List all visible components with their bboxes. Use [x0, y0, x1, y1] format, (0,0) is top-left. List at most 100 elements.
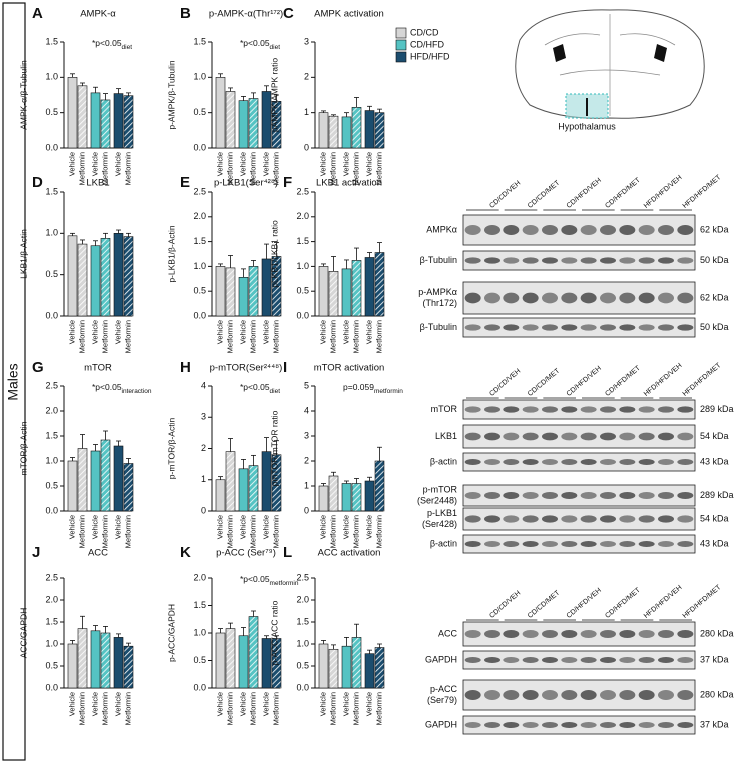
bar	[351, 637, 362, 689]
bar	[341, 483, 352, 512]
blot-band	[484, 406, 500, 413]
blot-band	[484, 459, 500, 465]
y-tick-label: 0.0	[193, 142, 206, 152]
blot-band	[522, 257, 539, 264]
blot-band	[542, 657, 558, 663]
y-tick-label: 1	[201, 474, 206, 484]
annotation-sub: diet	[122, 44, 133, 51]
annotation: *p<0.05metformin	[240, 574, 299, 586]
x-tick-label: Vehicle	[318, 320, 327, 344]
annotation: *p<0.05diet	[240, 38, 280, 50]
x-tick-label: Metformin	[100, 320, 109, 353]
x-tick-label: Vehicle	[364, 320, 373, 344]
blot-band	[677, 690, 694, 700]
blot-band	[638, 657, 655, 663]
side-label: Males	[5, 363, 21, 400]
blot-band	[600, 492, 616, 499]
bar	[90, 92, 101, 149]
blot-band	[658, 492, 674, 499]
blot-band	[464, 515, 481, 523]
x-tick-label: Metformin	[123, 692, 132, 725]
chart-title: mTOR activation	[314, 363, 385, 374]
blot-band	[484, 630, 500, 638]
x-tick-label: Metformin	[328, 152, 337, 185]
y-tick-label: 1	[304, 107, 309, 117]
x-tick-label: Metformin	[374, 320, 383, 353]
blot-band	[561, 292, 578, 304]
annotation-sub: metformin	[270, 580, 299, 587]
y-tick-label: 2	[304, 72, 309, 82]
y-tick-label: 2	[304, 455, 309, 465]
y-tick-label: 1.5	[193, 600, 206, 610]
y-tick-label: 0.5	[193, 107, 206, 117]
blot-band	[580, 292, 597, 304]
blot-band	[580, 406, 597, 413]
blot-band	[542, 630, 558, 638]
blot-band	[658, 406, 674, 413]
blot-band	[619, 432, 636, 441]
bar	[123, 645, 134, 689]
y-tick-label: 2.0	[193, 572, 206, 582]
blot-band	[619, 459, 636, 465]
y-tick-label: 3	[304, 36, 309, 46]
bar	[248, 616, 259, 689]
blot-band	[619, 324, 636, 331]
lane-label: CD/CD/VEH	[488, 180, 522, 210]
y-tick-label: 1.0	[296, 261, 309, 271]
blot-label: p-LKB1	[427, 508, 457, 518]
blot-band	[561, 657, 578, 663]
blot-band	[561, 432, 578, 441]
blot-band	[542, 257, 558, 264]
blot-band	[619, 722, 636, 728]
blot-band	[503, 432, 520, 441]
bar	[77, 243, 88, 317]
blot-band	[658, 459, 674, 465]
blot-band	[522, 492, 539, 499]
legend-label: CD/HFD	[410, 39, 444, 49]
blot	[462, 534, 696, 554]
bar	[238, 468, 249, 512]
blot-band	[464, 406, 481, 413]
bar	[215, 632, 226, 689]
y-tick-label: 1.5	[296, 236, 309, 246]
blot-band	[464, 225, 481, 235]
blot-label: β-Tubulin	[420, 322, 457, 332]
legend-label: CD/CD	[410, 27, 439, 37]
blot-band	[503, 324, 520, 331]
x-tick-label: Vehicle	[341, 152, 350, 176]
bar	[67, 460, 78, 512]
blot-band	[484, 515, 500, 523]
blot-band	[561, 630, 578, 638]
blot-band	[542, 492, 558, 499]
annotation-text: *p<0.05	[92, 38, 122, 48]
x-tick-label: Metformin	[271, 692, 280, 725]
y-tick-label: 2.5	[45, 380, 58, 390]
bar	[374, 112, 385, 149]
x-tick-label: Vehicle	[113, 692, 122, 716]
bar	[328, 475, 339, 512]
panel-letter: L	[283, 544, 292, 561]
bar	[77, 628, 88, 689]
blot-band	[619, 541, 636, 547]
y-axis-label: p-ACC/GAPDH	[166, 604, 176, 662]
lane-label: CD/HFD/MET	[604, 364, 642, 398]
blot-band	[522, 432, 539, 441]
x-tick-label: Metformin	[351, 515, 360, 548]
x-tick-label: Vehicle	[113, 515, 122, 539]
annotation-sub: metformin	[374, 388, 403, 395]
y-tick-label: 0.5	[296, 286, 309, 296]
bar	[248, 98, 259, 149]
blot	[462, 399, 696, 420]
blot-band	[484, 657, 500, 663]
annotation: p=0.059metformin	[343, 382, 403, 394]
y-tick-label: 1	[304, 480, 309, 490]
bar	[77, 448, 88, 512]
x-tick-label: Vehicle	[261, 692, 270, 716]
x-tick-label: Vehicle	[364, 152, 373, 176]
y-tick-label: 1.0	[193, 627, 206, 637]
blot-band	[600, 225, 616, 235]
panel-letter: A	[32, 5, 43, 22]
panel-letter: J	[32, 544, 40, 561]
panel-letter: B	[180, 5, 191, 22]
blot-band	[503, 690, 520, 700]
